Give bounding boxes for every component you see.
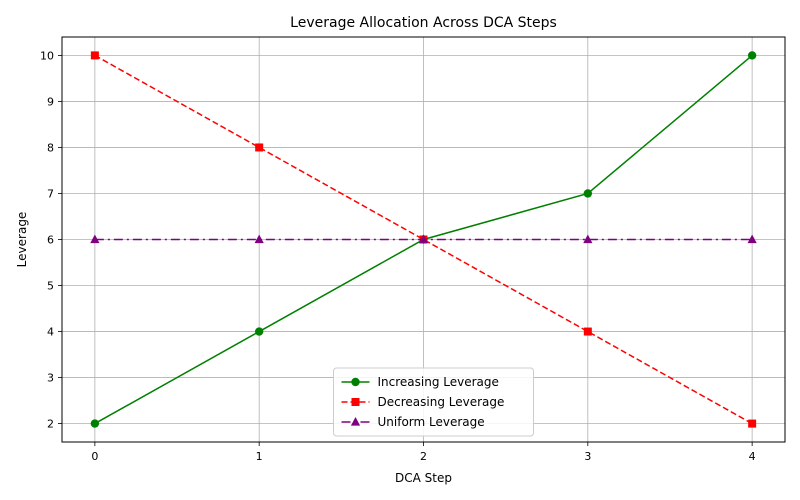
- data-point: [90, 419, 100, 428]
- x-tick-label: 3: [584, 450, 591, 463]
- data-point: [583, 234, 593, 244]
- x-axis-label: DCA Step: [395, 471, 452, 485]
- x-tick-label: 0: [91, 450, 98, 463]
- legend-label: Uniform Leverage: [378, 415, 485, 429]
- legend-box: [333, 367, 534, 437]
- legend-item: Uniform Leverage: [341, 415, 485, 429]
- data-point: [583, 327, 592, 336]
- data-point: [90, 51, 99, 60]
- data-point: [747, 234, 757, 244]
- y-axis-label: Leverage: [15, 212, 29, 268]
- ticks: 0 1 2 3 4 2 3 4 5 6 7 8 9 10: [40, 49, 756, 463]
- y-tick-label: 10: [40, 49, 54, 62]
- x-tick-label: 4: [749, 450, 756, 463]
- y-tick-label: 3: [47, 372, 54, 385]
- data-point: [748, 419, 757, 428]
- legend-swatch-marker: [351, 398, 360, 406]
- data-point: [254, 234, 264, 244]
- x-tick-label: 1: [256, 450, 263, 463]
- legend-label: Increasing Leverage: [378, 375, 499, 389]
- legend-item: Increasing Leverage: [341, 375, 499, 389]
- legend-item: Decreasing Leverage: [341, 395, 505, 409]
- data-point: [255, 143, 264, 152]
- series-layer: [90, 51, 757, 428]
- y-tick-label: 6: [47, 234, 54, 247]
- data-point: [90, 234, 100, 244]
- y-tick-label: 8: [47, 141, 54, 154]
- y-tick-label: 2: [47, 418, 54, 431]
- y-tick-label: 9: [47, 95, 54, 108]
- legend-label: Decreasing Leverage: [378, 395, 505, 409]
- data-point: [418, 234, 429, 244]
- legend-swatch-marker: [350, 417, 361, 426]
- data-point: [583, 189, 593, 198]
- legend: Increasing Leverage Decreasing Leverage Un…: [333, 367, 534, 437]
- x-tick-label: 2: [420, 450, 427, 463]
- y-tick-label: 4: [47, 326, 54, 339]
- y-tick-label: 7: [47, 187, 54, 200]
- legend-swatch-marker: [351, 377, 360, 387]
- data-point: [254, 327, 264, 336]
- series-2: [90, 234, 757, 244]
- y-tick-label: 5: [47, 280, 54, 293]
- chart-title: Leverage Allocation Across DCA Steps: [290, 15, 557, 31]
- data-point: [747, 51, 757, 60]
